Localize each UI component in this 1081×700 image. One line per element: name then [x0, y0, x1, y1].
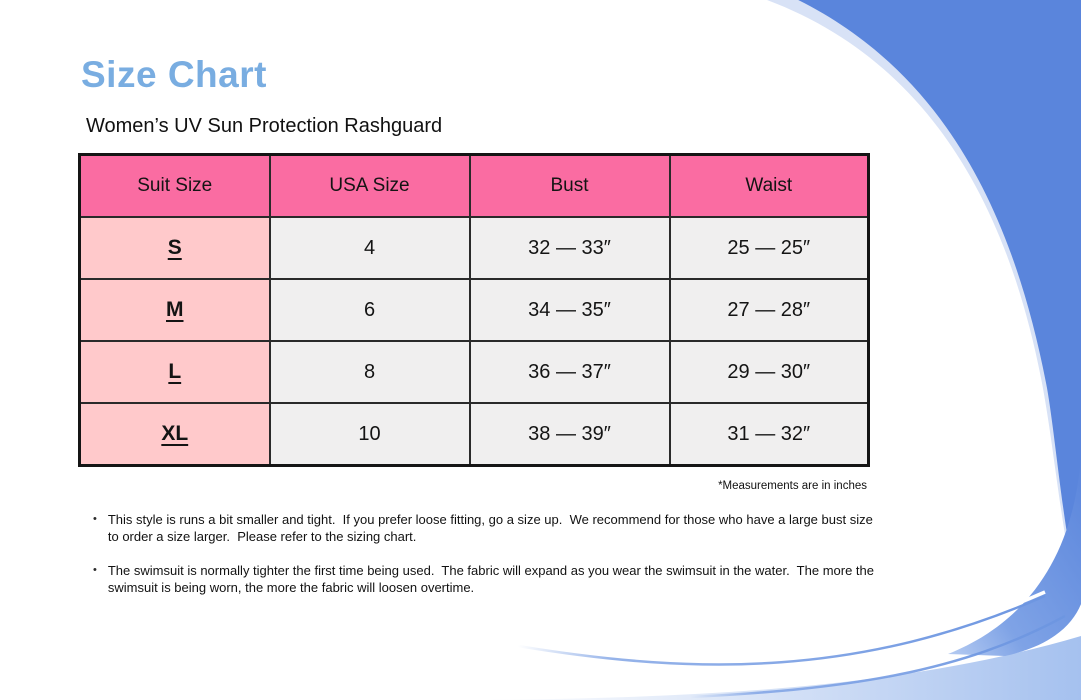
- cell-usa-size: 10: [268, 402, 471, 467]
- col-header-bust: Bust: [468, 153, 671, 218]
- cell-bust: 34 — 35″: [468, 278, 671, 342]
- table-header-row: Suit Size USA Size Bust Waist: [78, 153, 870, 218]
- cell-usa-size: 4: [268, 216, 471, 280]
- cell-usa-size: 8: [268, 340, 471, 404]
- swoosh-bottom-band: [480, 636, 1081, 700]
- cell-waist: 25 — 25″: [668, 216, 870, 280]
- swoosh-thin-stroke: [517, 594, 1046, 666]
- product-subtitle: Women’s UV Sun Protection Rashguard: [86, 115, 443, 137]
- cell-bust: 36 — 37″: [468, 340, 671, 404]
- cell-bust: 38 — 39″: [468, 402, 671, 467]
- swoosh-lower-stroke: [689, 614, 1066, 699]
- bullet-icon: •: [93, 513, 97, 525]
- swoosh-dark-corner: [797, 0, 1081, 599]
- table-row-m: M 6 34 — 35″ 27 — 28″: [78, 278, 870, 342]
- cell-usa-size: 6: [268, 278, 471, 342]
- measurements-footnote: *Measurements are in inches: [718, 480, 867, 492]
- cell-bust: 32 — 33″: [468, 216, 671, 280]
- note-text: The swimsuit is normally tighter the fir…: [107, 563, 878, 595]
- note-item: • This style is runs a bit smaller and t…: [93, 511, 885, 545]
- table-row-l: L 8 36 — 37″ 29 — 30″: [78, 340, 870, 404]
- cell-waist: 31 — 32″: [668, 402, 870, 467]
- page-title: Size Chart: [81, 54, 267, 95]
- cell-suit-size: XL: [78, 402, 271, 467]
- table-row-xl: XL 10 38 — 39″ 31 — 32″: [78, 402, 870, 467]
- table-row-s: S 4 32 — 33″ 25 — 25″: [78, 216, 870, 280]
- size-chart-table: Suit Size USA Size Bust Waist S 4 32 — 3…: [78, 153, 870, 467]
- note-item: • The swimsuit is normally tighter the f…: [93, 562, 885, 596]
- col-header-suit-size: Suit Size: [78, 153, 271, 218]
- cell-suit-size: M: [78, 278, 271, 342]
- swoosh-white-slit: [517, 590, 1046, 663]
- col-header-waist: Waist: [668, 153, 870, 218]
- col-header-usa-size: USA Size: [268, 153, 471, 218]
- cell-waist: 29 — 30″: [668, 340, 870, 404]
- cell-suit-size: S: [78, 216, 271, 280]
- swoosh-bottom-wedge: [948, 455, 1081, 656]
- bullet-icon: •: [93, 564, 97, 576]
- cell-waist: 27 — 28″: [668, 278, 870, 342]
- note-text: This style is runs a bit smaller and tig…: [107, 512, 877, 544]
- notes-list: • This style is runs a bit smaller and t…: [93, 511, 885, 613]
- cell-suit-size: L: [78, 340, 271, 404]
